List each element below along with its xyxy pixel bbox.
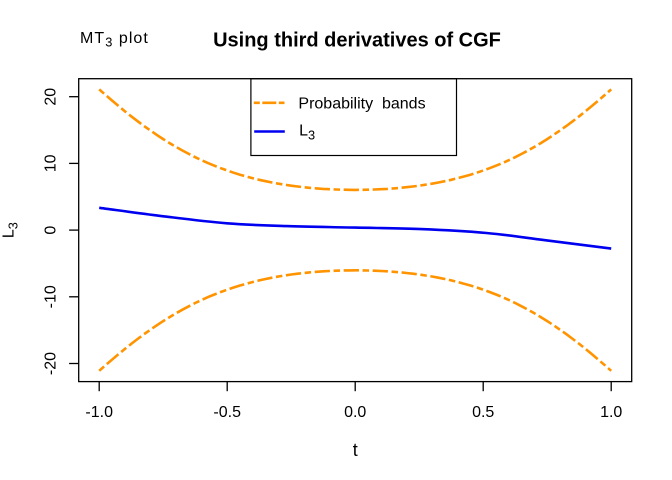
svg-text:1.0: 1.0 [600,404,622,421]
svg-text:-10: -10 [43,285,60,308]
svg-text:Using third derivatives of CGF: Using third derivatives of CGF [213,30,501,52]
svg-text:Probability bands: Probability bands [298,95,425,112]
svg-text:-1.0: -1.0 [85,404,113,421]
svg-text:L3: L3 [0,222,20,238]
svg-text:20: 20 [43,88,60,106]
svg-text:0.0: 0.0 [344,404,366,421]
svg-text:0: 0 [43,226,60,235]
svg-text:-0.5: -0.5 [213,404,241,421]
svg-text:t: t [353,440,358,460]
svg-text:0.5: 0.5 [472,404,494,421]
svg-text:-20: -20 [43,352,60,375]
svg-text:MT3 plot: MT3 plot [80,30,149,50]
svg-text:10: 10 [43,154,60,172]
svg-text:L3: L3 [299,123,315,143]
